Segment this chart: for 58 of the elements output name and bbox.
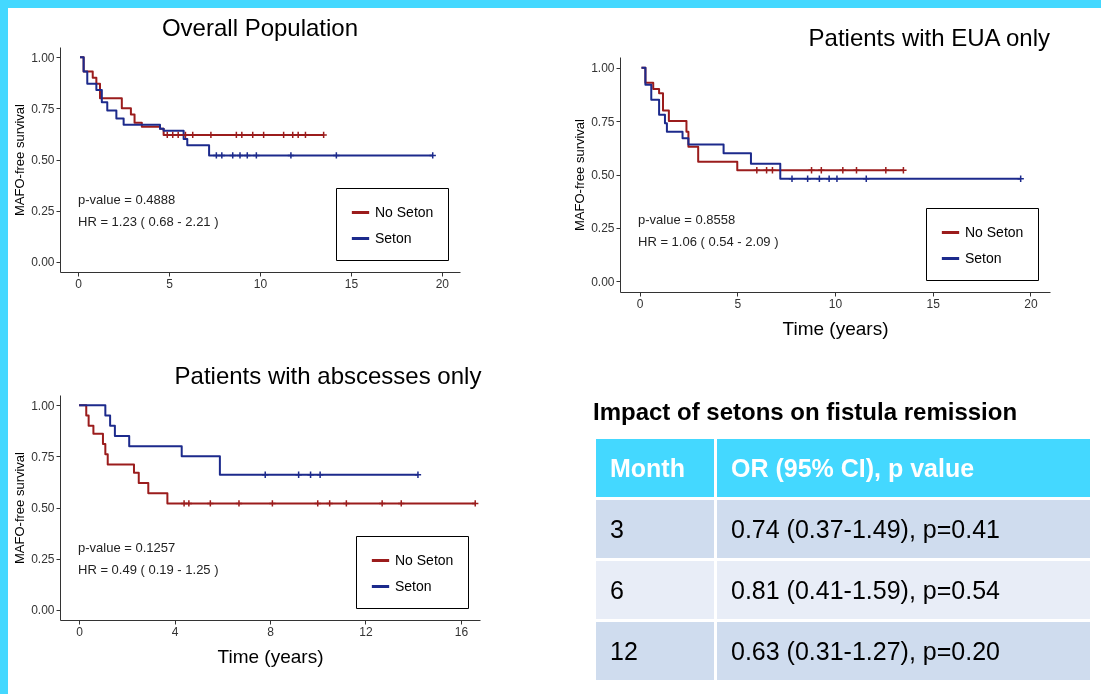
x-tick-label: 20 — [435, 276, 450, 291]
text: 0.74 (0.37-1.49), p=0.41 — [717, 500, 1090, 558]
x-tick-label: 4 — [171, 624, 179, 639]
annotation: HR = 1.23 ( 0.68 - 2.21 ) — [78, 214, 219, 229]
text: 0.63 (0.31-1.27), p=0.20 — [717, 622, 1090, 680]
text: Month — [596, 439, 714, 497]
x-tick-label: 0 — [636, 296, 644, 311]
y-tick-label: 0.50 — [591, 168, 615, 182]
x-tick-label: 12 — [359, 624, 373, 639]
text: 0.81 (0.41-1.59), p=0.54 — [717, 561, 1090, 619]
annotation: HR = 0.49 ( 0.19 - 1.25 ) — [78, 562, 219, 577]
annotation: HR = 1.06 ( 0.54 - 2.09 ) — [638, 234, 779, 249]
y-tick-label: 0.50 — [31, 501, 55, 515]
chart-title: Patients with EUA only — [808, 24, 1050, 51]
chart-title: Patients with abscesses only — [174, 362, 482, 389]
y-tick-label: 1.00 — [31, 50, 55, 65]
y-tick-label: 0.50 — [31, 153, 55, 167]
x-tick-label: 16 — [454, 624, 469, 639]
x-tick-label: 10 — [828, 296, 843, 311]
y-tick-label: 0.00 — [591, 274, 615, 289]
y-axis-title: MAFO-free survival — [12, 451, 28, 564]
annotation: p-value = 0.1257 — [78, 540, 176, 555]
y-axis-title: MAFO-free survival — [12, 103, 28, 216]
text: Impact of setons on fistula remission — [593, 398, 1019, 426]
x-tick-label: 0 — [75, 276, 83, 291]
text: OR (95% CI), p value — [717, 439, 1090, 497]
annotation: p-value = 0.8558 — [638, 212, 736, 227]
chart-title: Overall Population — [161, 14, 359, 41]
x-axis-title: Time (years) — [782, 317, 889, 339]
y-tick-label: 0.00 — [31, 255, 55, 270]
legend-label: No Seton — [395, 551, 454, 568]
legend-label: No Seton — [965, 223, 1024, 240]
y-tick-label: 1.00 — [591, 61, 615, 76]
y-tick-label: 1.00 — [31, 398, 55, 413]
text: 6 — [596, 561, 714, 619]
y-tick-label: 0.75 — [31, 101, 55, 116]
legend-label: Seton — [375, 229, 412, 246]
legend-label: No Seton — [375, 203, 434, 220]
y-tick-label: 0.75 — [31, 449, 55, 464]
y-tick-label: 0.25 — [31, 204, 55, 219]
legend-label: Seton — [965, 249, 1002, 266]
x-tick-label: 0 — [76, 624, 84, 639]
annotation: p-value = 0.4888 — [78, 192, 176, 207]
y-tick-label: 0.00 — [31, 603, 55, 618]
x-tick-label: 5 — [166, 276, 174, 291]
x-tick-label: 15 — [344, 276, 359, 291]
y-tick-label: 0.25 — [591, 221, 615, 236]
x-tick-label: 20 — [1024, 296, 1038, 311]
legend-label: Seton — [395, 577, 432, 594]
y-tick-label: 0.25 — [31, 552, 55, 567]
y-axis-title: MAFO-free survival — [572, 118, 588, 231]
x-tick-label: 8 — [267, 624, 275, 639]
x-tick-label: 10 — [253, 276, 268, 291]
x-tick-label: 15 — [926, 296, 941, 311]
y-tick-label: 0.75 — [591, 114, 615, 129]
x-axis-title: Time (years) — [217, 645, 324, 667]
text: 3 — [596, 500, 714, 558]
x-tick-label: 5 — [734, 296, 742, 311]
